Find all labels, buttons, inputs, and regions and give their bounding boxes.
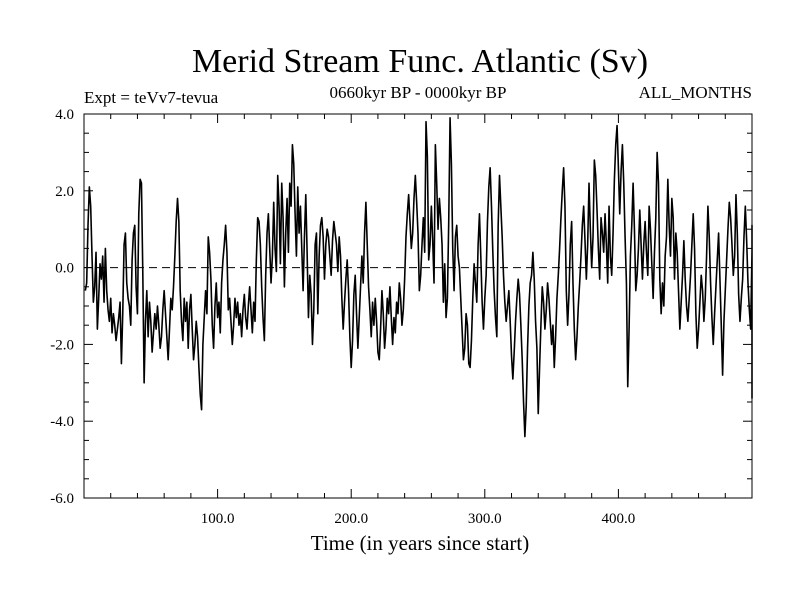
x-tick-label: 300.0 [468, 511, 502, 527]
series-line [84, 117, 753, 438]
experiment-label: Expt = teVv7-tevua [84, 88, 219, 107]
months-label: ALL_MONTHS [639, 83, 752, 102]
y-tick-label: 2.0 [55, 184, 74, 200]
y-tick-label: -2.0 [50, 337, 74, 353]
x-axis: 100.0 200.0 300.0 400.0 [110, 114, 726, 527]
y-tick-label: 0.0 [55, 261, 74, 277]
y-axis: -6.0 -4.0 -2.0 0.0 2.0 4.0 [50, 107, 752, 507]
x-tick-label: 100.0 [201, 511, 235, 527]
x-tick-label: 200.0 [334, 511, 368, 527]
y-tick-label: -6.0 [50, 491, 74, 507]
x-tick-label: 400.0 [602, 511, 636, 527]
x-axis-label: Time (in years since start) [311, 531, 530, 555]
period-label: 0660kyr BP - 0000kyr BP [330, 83, 507, 102]
chart-title: Merid Stream Func. Atlantic (Sv) [192, 43, 648, 80]
y-tick-label: -4.0 [50, 414, 74, 430]
plot-area [83, 113, 753, 499]
y-tick-label: 4.0 [55, 107, 74, 123]
